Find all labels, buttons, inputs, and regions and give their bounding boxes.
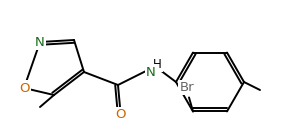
Text: H: H <box>153 58 161 71</box>
Text: O: O <box>19 81 29 94</box>
Text: N: N <box>146 66 156 79</box>
Text: Br: Br <box>180 81 194 94</box>
Text: N: N <box>35 36 45 48</box>
Text: O: O <box>115 108 125 122</box>
